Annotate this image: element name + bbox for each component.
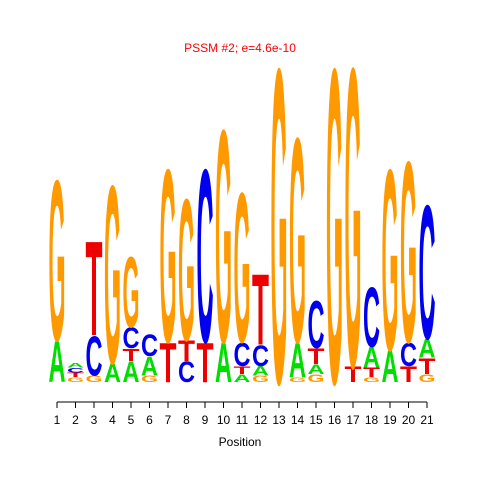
logo-letter: T: [363, 365, 380, 380]
x-tick-label: 2: [72, 413, 79, 427]
logo-letter: A: [215, 332, 232, 394]
x-tick-label: 19: [383, 413, 397, 427]
logo-letter: T: [308, 344, 325, 369]
logo-letter: G: [326, 0, 343, 479]
logo-letter: G: [419, 372, 436, 384]
logo-letter: A: [308, 362, 325, 377]
logo-letter: G: [289, 78, 306, 405]
logo-letter: C: [141, 328, 158, 363]
logo-letter: C: [252, 339, 269, 372]
logo-letter: C: [363, 269, 380, 365]
logo-letter: G: [160, 117, 177, 394]
logo-letter: G: [141, 374, 158, 384]
x-tick-label: 9: [202, 413, 209, 427]
logo-letter: A: [382, 342, 399, 392]
logo-letter: C: [234, 335, 251, 373]
logo-letter: T: [234, 364, 251, 376]
logo-letter: G: [345, 0, 362, 457]
logo-letter: G: [178, 156, 195, 383]
logo-letter: C: [178, 355, 195, 388]
logo-letter: T: [252, 254, 269, 367]
logo-letter: G: [104, 132, 121, 416]
x-tick-label: 18: [365, 413, 379, 427]
logo-letter: A: [67, 361, 84, 369]
logo-letter: A: [363, 341, 380, 374]
logo-letter: C: [308, 288, 325, 363]
logo-letter: G: [234, 149, 251, 387]
x-tick-label: 5: [128, 413, 135, 427]
logo-letter: A: [419, 333, 436, 363]
logo-letter: G: [215, 66, 232, 406]
x-tick-label: 1: [54, 413, 61, 427]
x-tick-label: 15: [309, 413, 323, 427]
logo-letter: T: [123, 345, 140, 365]
logo-letter: G: [123, 236, 140, 349]
logo-letter: G: [86, 374, 103, 384]
x-tick-label: 12: [254, 413, 268, 427]
logo-letter: G: [289, 376, 306, 384]
x-tick-label: 3: [91, 413, 98, 427]
logo-letter: A: [49, 330, 66, 395]
logo-letter: C: [123, 321, 140, 354]
logo-letter: C: [86, 326, 103, 388]
x-axis-label: Position: [219, 435, 262, 449]
x-tick-label: 17: [346, 413, 360, 427]
logo-letter: C: [400, 335, 417, 373]
logo-letter: C: [197, 117, 214, 394]
x-tick-label: 13: [272, 413, 286, 427]
logo-letter: G: [363, 376, 380, 384]
logo-letter: C: [419, 167, 436, 380]
logo-letter: A: [104, 358, 121, 388]
x-tick-label: 4: [109, 413, 116, 427]
logo-letter: T: [419, 354, 436, 379]
x-tick-label: 10: [217, 413, 231, 427]
logo-letter: T: [178, 334, 195, 367]
x-tick-label: 20: [402, 413, 416, 427]
logo-letter: C: [67, 366, 84, 374]
x-tick-label: 11: [236, 413, 249, 427]
logo-letter: A: [289, 333, 306, 388]
logo-letter: A: [141, 351, 158, 381]
logo-letter: A: [252, 363, 269, 378]
logo-letter: G: [252, 374, 269, 384]
logo-letter: T: [345, 362, 362, 387]
logo-letter: A: [123, 355, 140, 388]
logo-letter: G: [271, 0, 288, 479]
logo-letter: G: [308, 372, 325, 384]
logo-letter: T: [86, 213, 103, 364]
logo-letter: T: [197, 332, 214, 394]
x-tick-label: 21: [420, 413, 434, 427]
logo-letter: A: [234, 372, 251, 384]
logo-letter: G: [400, 107, 417, 397]
logo-letter: G: [49, 132, 66, 389]
logo-letter: T: [400, 362, 417, 387]
x-tick-label: 16: [328, 413, 342, 427]
x-tick-label: 14: [291, 413, 305, 427]
logo-letter: T: [160, 332, 177, 394]
logo-letter: G: [382, 115, 399, 405]
x-tick-label: 7: [165, 413, 172, 427]
x-tick-label: 6: [146, 413, 153, 427]
logo-letter: G: [67, 376, 84, 384]
x-tick-label: 8: [183, 413, 190, 427]
logo-letter: T: [67, 371, 84, 379]
chart-title: PSSM #2; e=4.6e-10: [184, 41, 296, 55]
